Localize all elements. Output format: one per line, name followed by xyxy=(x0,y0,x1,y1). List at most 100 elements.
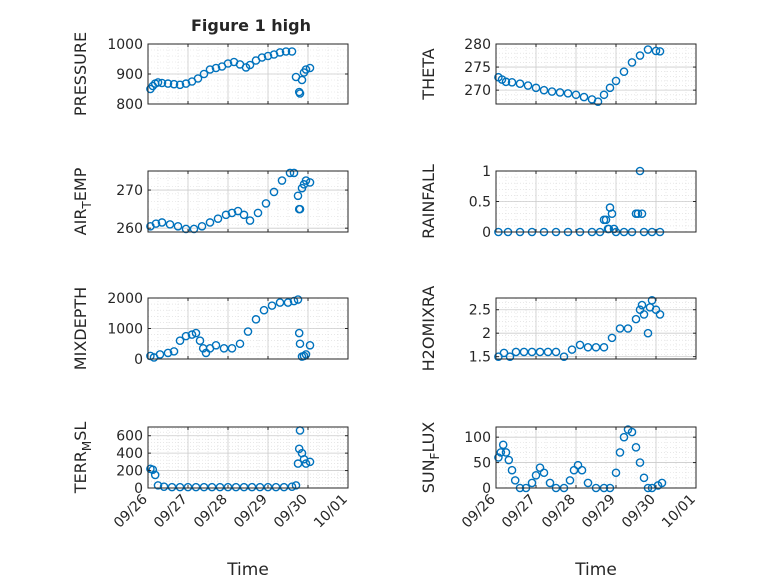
data-point xyxy=(283,298,293,307)
data-point xyxy=(251,315,261,324)
data-point xyxy=(297,75,307,85)
y-tick-label: 0.5 xyxy=(469,195,491,211)
y-tick-label: 260 xyxy=(116,221,143,237)
data-point xyxy=(257,53,267,62)
data-point xyxy=(507,465,517,475)
data-point xyxy=(577,465,587,475)
y-tick-label: 2 xyxy=(482,326,491,342)
data-point xyxy=(504,455,514,465)
data-point xyxy=(607,333,617,343)
data-point xyxy=(657,478,667,488)
data-point xyxy=(287,47,297,56)
data-point xyxy=(223,482,233,492)
data-point xyxy=(637,209,647,218)
data-point xyxy=(565,476,575,485)
data-point xyxy=(287,482,297,491)
data-point xyxy=(519,347,529,357)
y-axis-label: H2OMIXRA xyxy=(419,286,438,372)
data-point xyxy=(239,482,249,492)
data-point xyxy=(195,336,205,346)
data-point xyxy=(599,342,609,352)
y-tick-label: 280 xyxy=(464,37,491,53)
data-point xyxy=(579,92,589,102)
axes-box xyxy=(147,170,349,233)
axes-box xyxy=(495,43,697,105)
data-point xyxy=(213,214,223,223)
data-point xyxy=(215,482,225,492)
data-point xyxy=(531,470,541,480)
data-point xyxy=(199,482,209,492)
data-point xyxy=(555,88,565,97)
data-point xyxy=(175,80,185,90)
data-point xyxy=(167,482,177,492)
chart-title: Figure 1 high xyxy=(191,16,311,35)
subplot-theta: 270 275 280 THETA xyxy=(419,37,697,106)
data-point xyxy=(507,78,517,87)
subplot-h2omixra: 1.5 2 2.5 H2OMIXRA xyxy=(419,286,697,372)
data-point xyxy=(567,345,577,354)
data-point xyxy=(163,79,173,88)
data-point xyxy=(631,443,641,452)
data-point xyxy=(571,90,581,100)
data-point xyxy=(295,204,305,214)
data-point xyxy=(235,339,245,349)
data-point xyxy=(255,482,265,492)
y-axis-label: THETA xyxy=(419,48,438,100)
data-point xyxy=(643,328,653,338)
data-point xyxy=(583,342,593,352)
y-axis-label: SUNFLUX xyxy=(419,422,442,494)
data-point xyxy=(505,352,515,361)
x-tick-label: 09/28 xyxy=(539,492,579,532)
data-point xyxy=(243,327,253,336)
data-point xyxy=(295,339,305,349)
data-point xyxy=(169,79,179,89)
y-tick-label: 270 xyxy=(464,83,491,99)
data-point xyxy=(607,209,617,218)
data-point xyxy=(221,210,231,220)
data-point xyxy=(627,427,637,437)
data-point xyxy=(277,176,287,185)
y-axis-label: RAINFALL xyxy=(419,164,438,239)
data-point xyxy=(639,473,649,483)
x-tick-label: 10/01 xyxy=(659,492,699,532)
y-tick-label: 2.5 xyxy=(469,303,491,319)
data-point xyxy=(498,440,508,450)
data-point xyxy=(239,210,249,220)
data-point xyxy=(655,47,665,56)
data-point xyxy=(291,481,301,490)
data-point xyxy=(501,448,511,457)
data-point xyxy=(655,310,665,319)
data-point xyxy=(189,224,199,234)
y-tick-label: 200 xyxy=(116,464,143,480)
y-tick-label: 1 xyxy=(482,164,491,180)
data-point xyxy=(639,310,649,319)
data-point xyxy=(305,340,315,350)
data-point xyxy=(294,328,304,338)
data-point xyxy=(285,168,295,178)
x-tick-label: 09/27 xyxy=(151,492,191,532)
data-point xyxy=(263,51,273,61)
data-point xyxy=(197,221,207,231)
data-point xyxy=(157,218,167,227)
data-point xyxy=(643,45,653,54)
data-point xyxy=(531,83,541,93)
data-point xyxy=(559,352,569,361)
data-point xyxy=(163,348,173,358)
data-point xyxy=(211,340,221,350)
data-point xyxy=(510,476,520,485)
y-axis-label: MIXDEPTH xyxy=(71,287,90,370)
x-axis-label: Time xyxy=(574,560,617,580)
data-point xyxy=(245,60,255,70)
data-point xyxy=(527,347,537,357)
data-point xyxy=(165,220,175,229)
data-point xyxy=(523,81,533,90)
y-tick-label: 2000 xyxy=(107,291,143,307)
data-point xyxy=(637,300,647,310)
y-tick-label: 400 xyxy=(116,446,143,462)
data-point xyxy=(191,482,201,492)
data-point xyxy=(633,209,643,218)
data-point xyxy=(543,347,553,357)
data-point xyxy=(615,448,625,457)
subplot-mixdepth: 0 1000 2000 MIXDEPTH xyxy=(71,287,349,370)
